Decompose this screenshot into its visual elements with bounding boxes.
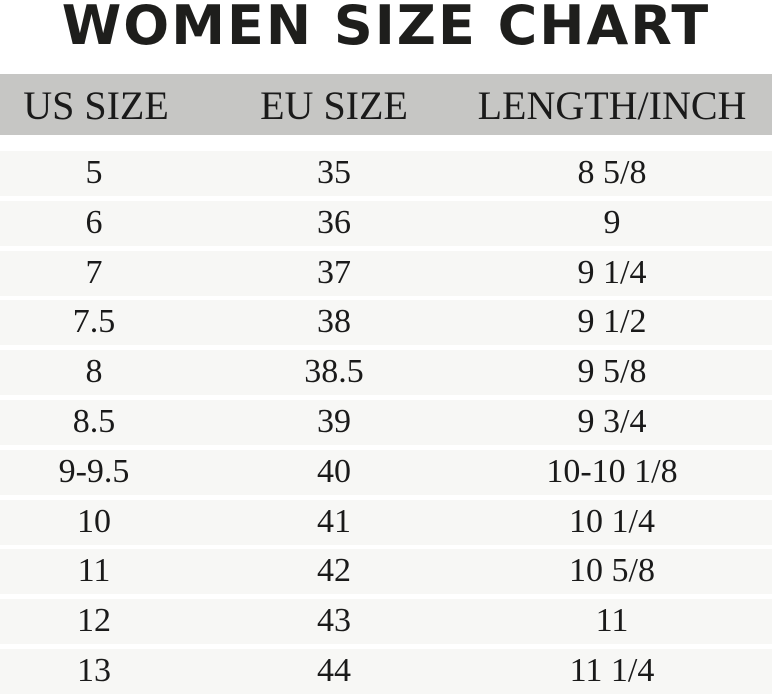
- table-row: 7.5 38 9 1/2: [0, 300, 772, 346]
- cell-us-size: 12: [77, 602, 111, 640]
- cell-eu-size: 40: [317, 452, 351, 490]
- cell-us-size: 10: [77, 502, 111, 540]
- cell-eu-size: 38.5: [304, 353, 364, 391]
- table-row: 8 38.5 9 5/8: [0, 350, 772, 396]
- header-length: LENGTH/INCH: [477, 83, 747, 128]
- cell-eu-size: 39: [317, 403, 351, 440]
- cell-length: 9: [603, 203, 621, 241]
- cell-length: 9 5/8: [577, 353, 647, 391]
- header-eu-size: EU SIZE: [260, 83, 408, 128]
- header-us-size: US SIZE: [23, 83, 169, 128]
- cell-length: 9 3/4: [577, 403, 647, 440]
- cell-length: 10 1/4: [569, 502, 655, 540]
- cell-eu-size: 43: [317, 602, 351, 640]
- cell-us-size: 6: [85, 203, 103, 241]
- table-row: 13 44 11 1/4: [0, 649, 772, 694]
- cell-us-size: 8.5: [72, 403, 116, 440]
- table-row: 12 43 11: [0, 599, 772, 645]
- table-row: 9-9.5 40 10-10 1/8: [0, 449, 772, 495]
- cell-length: 11: [595, 602, 629, 640]
- cell-eu-size: 42: [317, 552, 351, 590]
- table-row: 5 35 8 5/8: [0, 151, 772, 196]
- cell-eu-size: 41: [317, 502, 351, 540]
- cell-length: 8 5/8: [577, 154, 647, 191]
- table-row: 6 36 9: [0, 200, 772, 246]
- chart-title: WOMEN SIZE CHART: [61, 0, 711, 57]
- table-row: 11 42 10 5/8: [0, 549, 772, 595]
- cell-eu-size: 38: [317, 303, 351, 341]
- table-row: 8.5 39 9 3/4: [0, 400, 772, 445]
- cell-length: 11 1/4: [569, 652, 655, 689]
- cell-us-size: 7: [85, 253, 103, 291]
- cell-eu-size: 36: [317, 203, 351, 241]
- cell-length: 10-10 1/8: [546, 452, 678, 490]
- table-header: US SIZE EU SIZE LENGTH/INCH: [0, 74, 772, 135]
- cell-us-size: 7.5: [72, 303, 116, 341]
- cell-length: 10 5/8: [569, 552, 655, 590]
- table-row: 7 37 9 1/4: [0, 250, 772, 296]
- cell-length: 9 1/2: [577, 303, 647, 341]
- cell-eu-size: 35: [317, 154, 351, 191]
- cell-us-size: 11: [77, 552, 111, 590]
- cell-eu-size: 44: [317, 652, 351, 689]
- cell-us-size: 9-9.5: [58, 452, 130, 490]
- table-row: 10 41 10 1/4: [0, 499, 772, 545]
- cell-eu-size: 37: [317, 253, 351, 291]
- cell-us-size: 5: [85, 154, 103, 191]
- cell-length: 9 1/4: [577, 253, 647, 291]
- cell-us-size: 13: [77, 652, 111, 689]
- cell-us-size: 8: [85, 353, 103, 391]
